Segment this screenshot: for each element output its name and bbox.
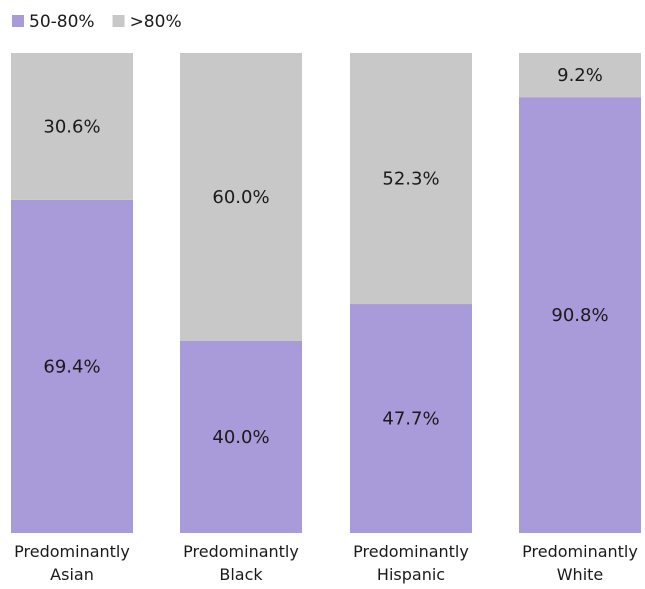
bar-segment-1-0 [180, 341, 302, 533]
data-label-1-1: 60.0% [212, 187, 269, 208]
legend-label-0: 50-80% [29, 12, 95, 32]
category-label-3-line-1: White [557, 565, 604, 584]
category-label-0-line-0: Predominantly [14, 542, 130, 561]
category-label-2-line-0: Predominantly [353, 542, 469, 561]
data-label-3-0: 90.8% [551, 305, 608, 326]
legend-label-1: >80% [130, 12, 182, 32]
bar-area: 69.4% 30.6% 40.0% 60.0% 47.7% 52.3% 90.8% 9.2% [11, 53, 641, 533]
data-label-3-1: 9.2% [557, 65, 603, 86]
bar-segment-1-1 [180, 53, 302, 341]
category-label-2-line-1: Hispanic [377, 565, 445, 584]
data-label-2-0: 47.7% [382, 409, 439, 430]
legend-swatch-0 [12, 15, 24, 27]
bar-segment-2-0 [350, 304, 472, 533]
chart-legend: 50-80% >80% [12, 12, 182, 32]
data-label-0-0: 69.4% [43, 356, 100, 377]
category-label-1-line-0: Predominantly [183, 542, 299, 561]
category-labels: Predominantly Asian Predominantly Black Pred… [14, 542, 638, 584]
category-label-3-line-0: Predominantly [522, 542, 638, 561]
data-label-2-1: 52.3% [382, 169, 439, 190]
bar-segment-3-0 [519, 97, 641, 533]
legend-swatch-1 [112, 15, 125, 27]
category-label-0-line-1: Asian [50, 565, 94, 584]
category-label-1-line-1: Black [219, 565, 263, 584]
bar-segment-2-1 [350, 53, 472, 305]
bar-segment-0-1 [11, 53, 133, 200]
bar-segment-0-0 [11, 199, 133, 533]
data-label-1-0: 40.0% [212, 427, 269, 448]
bar-segment-3-1 [519, 53, 641, 98]
data-label-0-1: 30.6% [43, 116, 100, 137]
